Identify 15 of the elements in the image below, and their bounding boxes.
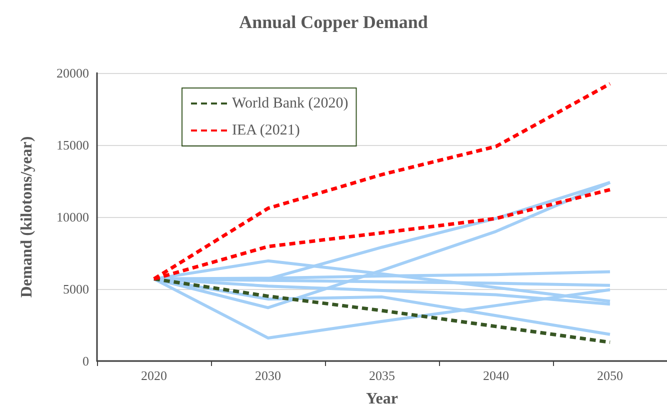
x-tick-label: 2030	[255, 368, 281, 383]
legend-label: World Bank (2020)	[232, 96, 348, 112]
x-tick-label: 2040	[483, 368, 509, 383]
x-axis-title: Year	[366, 390, 398, 408]
chart-title: Annual Copper Demand	[239, 12, 428, 32]
x-tick-label: 2020	[141, 368, 167, 383]
y-tick-label: 20000	[56, 66, 89, 80]
legend-label: IEA (2021)	[232, 122, 300, 138]
x-tick-label: 2050	[597, 368, 623, 383]
y-tick-label: 0	[82, 354, 89, 368]
y-tick-label: 15000	[56, 138, 89, 152]
y-tick-label: 5000	[63, 282, 89, 296]
y-axis-title: Demand (kilotons/year)	[18, 136, 36, 298]
x-tick-label: 2035	[369, 368, 395, 383]
y-tick-label: 10000	[56, 210, 89, 224]
